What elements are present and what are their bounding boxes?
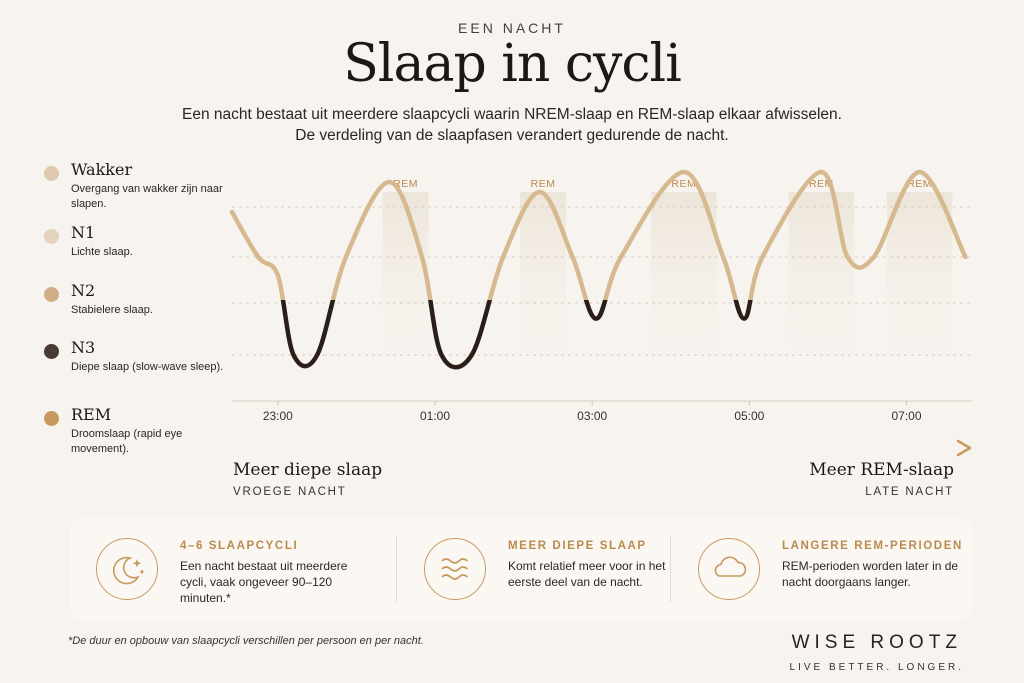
footnote: *De duur en opbouw van slaapcycli versch… [68, 635, 424, 647]
hypnogram-light-segment [229, 169, 968, 300]
rem-band [382, 192, 429, 382]
legend-dot-n1 [44, 229, 59, 244]
card-text: REM-perioden worden later in de nacht do… [782, 559, 959, 589]
divider [670, 536, 671, 602]
card-title: 4–6 SLAAPCYCLI [180, 540, 299, 552]
brand-tagline: LIVE BETTER. LONGER. [789, 662, 964, 673]
brand-name: WISE ROOTZ [791, 632, 962, 653]
early-night-label: Meer diepe slaap VROEGE NACHT [233, 460, 382, 498]
rem-label: REM [907, 178, 932, 190]
card-title: MEER DIEPE SLAAP [508, 540, 647, 552]
legend-desc: Overgang van wakker zijn naar slapen. [71, 183, 223, 210]
hypnogram-deep-segment [280, 300, 753, 370]
info-cards: 4–6 SLAAPCYCLI Een nacht bestaat uit mee… [70, 518, 972, 620]
more-rem-label: Meer REM-slaap [809, 460, 954, 480]
late-night-sub: LATE NACHT [865, 486, 954, 498]
x-tick-label: 03:00 [577, 409, 607, 423]
legend-dot-n2 [44, 287, 59, 302]
x-tick-label: 07:00 [891, 409, 921, 423]
waves-icon [424, 538, 486, 600]
rem-label: REM [531, 178, 556, 190]
card-text: Komt relatief meer voor in het eerste de… [508, 559, 666, 589]
rem-band [651, 192, 717, 382]
card-rem-periods: LANGERE REM-PERIODEN REM-perioden worden… [672, 518, 972, 620]
page-subtitle: Een nacht bestaat uit meerdere slaapcycl… [182, 106, 842, 144]
x-tick-label: 01:00 [420, 409, 450, 423]
moon-stars-icon [96, 538, 158, 600]
rem-band [788, 192, 855, 382]
legend-desc: Lichte slaap. [71, 246, 133, 258]
legend-name: N3 [71, 338, 96, 357]
legend-dot-wakker [44, 166, 59, 181]
divider [396, 536, 397, 602]
early-night-sub: VROEGE NACHT [233, 486, 347, 498]
arrow-head-icon [956, 439, 972, 457]
card-cycles: 4–6 SLAAPCYCLI Een nacht bestaat uit mee… [70, 518, 390, 620]
legend-dot-rem [44, 411, 59, 426]
rem-label: REM [671, 178, 696, 190]
legend-name: N2 [71, 281, 96, 300]
rem-band [886, 192, 953, 382]
x-tick-label: 23:00 [263, 409, 293, 423]
card-deep-sleep: MEER DIEPE SLAAP Komt relatief meer voor… [398, 518, 688, 620]
card-text: Een nacht bestaat uit meerdere cycli, va… [180, 559, 348, 605]
eyebrow: EEN NACHT [458, 20, 566, 36]
late-night-label: Meer REM-slaap LATE NACHT [809, 460, 954, 498]
legend-name: N1 [71, 223, 96, 242]
brand-logo: WISE ROOTZ LIVE BETTER. LONGER. [790, 632, 964, 673]
legend-dot-n3 [44, 344, 59, 359]
legend-desc: Droomslaap (rapid eye movement). [71, 428, 183, 455]
legend-name: Wakker [71, 160, 133, 179]
more-deep-sleep-label: Meer diepe slaap [233, 460, 383, 480]
x-tick-label: 05:00 [734, 409, 764, 423]
legend-name: REM [71, 405, 112, 424]
page-title: Slaap in cycli [343, 34, 682, 94]
card-title: LANGERE REM-PERIODEN [782, 540, 963, 552]
legend-desc: Stabielere slaap. [71, 304, 153, 316]
cloud-icon [698, 538, 760, 600]
legend-desc: Diepe slaap (slow-wave sleep). [71, 361, 224, 373]
